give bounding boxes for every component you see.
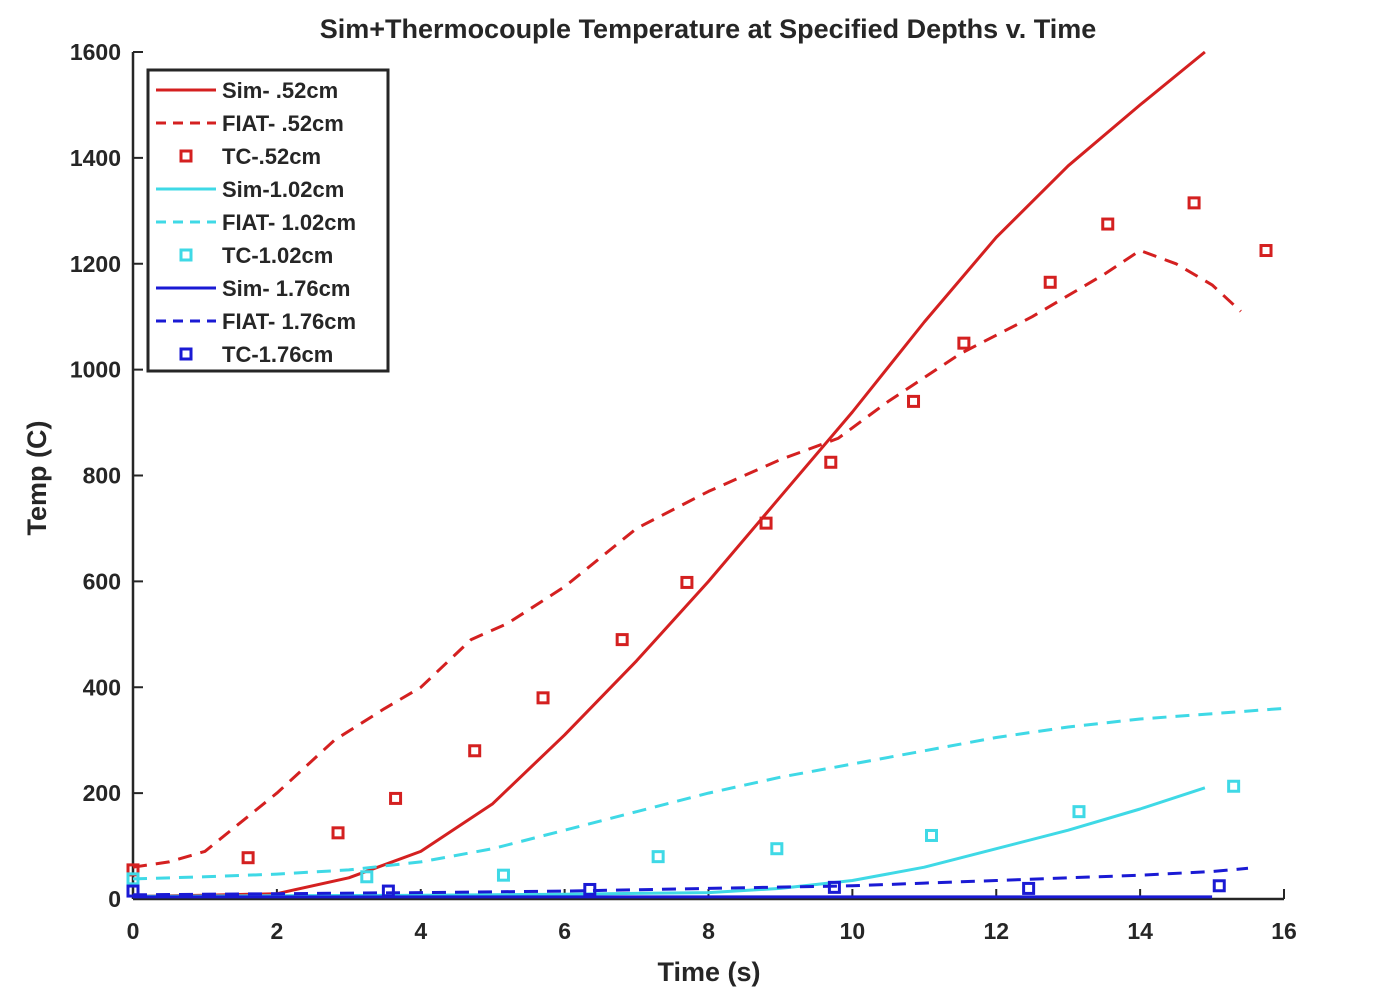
series-line	[132, 786, 1206, 898]
y-tick-label: 1000	[70, 357, 121, 383]
x-tick-label: 0	[127, 918, 140, 944]
legend-label: FIAT- 1.76cm	[222, 309, 356, 334]
data-point	[496, 868, 510, 882]
series-line	[132, 706, 1285, 881]
x-axis-label: Time (s)	[657, 957, 760, 987]
legend: Sim- .52cm FIAT- .52cm TC-.52cm Sim-1.02cm F…	[146, 68, 390, 373]
x-tick-label: 12	[983, 918, 1009, 944]
x-tick-label: 16	[1271, 918, 1297, 944]
series-line	[132, 50, 1206, 898]
data-point	[651, 850, 665, 864]
legend-label: FIAT- 1.02cm	[222, 210, 356, 235]
legend-marker	[179, 347, 193, 361]
axis-ticks: 0 2 4 6 8 10 12 14 16 0 200 400 600 800 1000 1200 1400 16…	[70, 39, 1297, 944]
series-line	[132, 866, 1249, 897]
chart-title: Sim+Thermocouple Temperature at Specifie…	[320, 14, 1096, 44]
x-tick-label: 10	[840, 918, 866, 944]
data-point	[907, 394, 921, 408]
data-point	[468, 744, 482, 758]
data-point	[241, 851, 255, 865]
x-tick-label: 8	[702, 918, 715, 944]
data-point	[925, 828, 939, 842]
legend-label: Sim- .52cm	[222, 78, 338, 103]
data-point	[680, 575, 694, 589]
legend-label: Sim-1.02cm	[222, 177, 344, 202]
x-tick-label: 2	[270, 918, 283, 944]
data-point	[126, 872, 140, 886]
data-point	[770, 842, 784, 856]
plot-area	[126, 50, 1285, 899]
legend-label: TC-1.76cm	[222, 342, 333, 367]
legend-label: TC-.52cm	[222, 144, 321, 169]
x-tick-label: 6	[558, 918, 571, 944]
data-point	[389, 791, 403, 805]
data-point	[827, 880, 841, 894]
data-point	[1072, 805, 1086, 819]
data-point	[1187, 196, 1201, 210]
y-tick-label: 200	[83, 780, 121, 806]
x-tick-label: 14	[1127, 918, 1153, 944]
data-point	[1043, 275, 1057, 289]
y-tick-label: 1400	[70, 145, 121, 171]
data-point	[360, 870, 374, 884]
data-point	[615, 633, 629, 647]
legend-box	[146, 68, 390, 373]
y-tick-label: 600	[83, 568, 121, 594]
data-point	[824, 455, 838, 469]
legend-label: FIAT- .52cm	[222, 111, 344, 136]
data-point	[1101, 217, 1115, 231]
legend-label: Sim- 1.76cm	[222, 276, 350, 301]
y-axis-label: Temp (C)	[22, 421, 52, 536]
data-point	[957, 336, 971, 350]
x-tick-label: 4	[414, 918, 427, 944]
legend-marker	[179, 149, 193, 163]
data-point	[759, 516, 773, 530]
data-point	[1022, 881, 1036, 895]
y-tick-label: 1200	[70, 251, 121, 277]
data-point	[1227, 779, 1241, 793]
data-point	[126, 884, 140, 898]
series-line	[132, 249, 1242, 869]
data-point	[1212, 879, 1226, 893]
data-point	[381, 884, 395, 898]
data-point	[331, 826, 345, 840]
data-point	[536, 691, 550, 705]
legend-label: TC-1.02cm	[222, 243, 333, 268]
y-tick-label: 400	[83, 674, 121, 700]
data-point	[1259, 244, 1273, 258]
y-tick-label: 800	[83, 463, 121, 489]
y-tick-label: 1600	[70, 39, 121, 65]
y-tick-label: 0	[108, 886, 121, 912]
data-point	[583, 882, 597, 896]
legend-marker	[179, 248, 193, 262]
